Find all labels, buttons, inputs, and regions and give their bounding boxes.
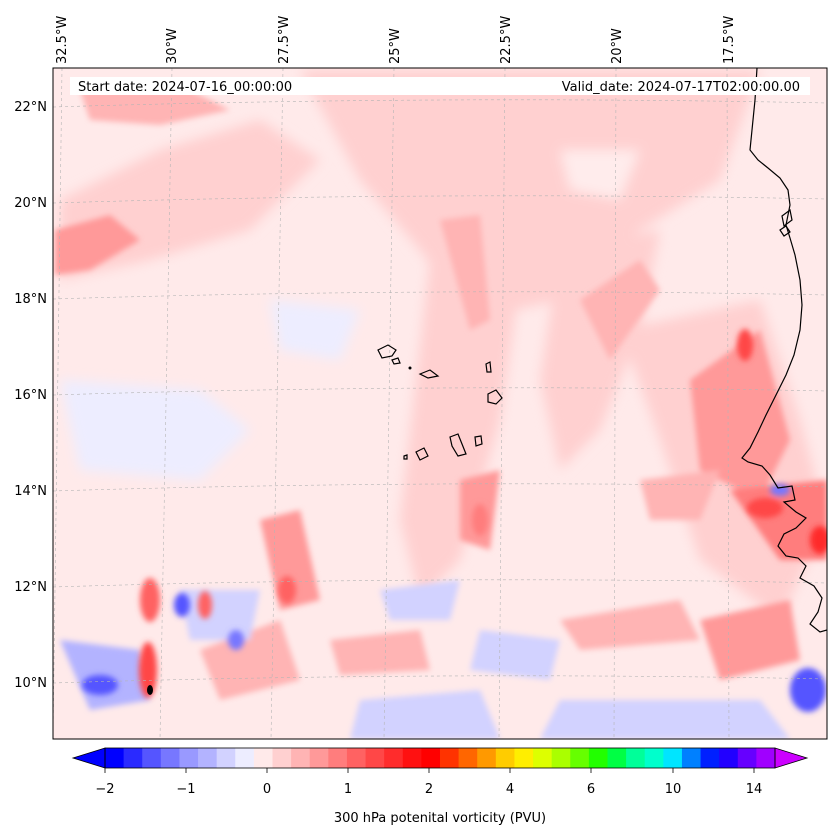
cape-verde-island	[418, 369, 440, 379]
colorbar-tick-label: 10	[665, 782, 682, 797]
colorbar-swatch	[384, 748, 404, 768]
coastlines	[377, 68, 827, 633]
canary-island	[779, 225, 791, 237]
colorbar-swatch	[291, 748, 311, 768]
lon-label-17-5w: 17.5°W	[722, 16, 737, 64]
start-date-label: Start date: 2024-07-16_00:00:00	[78, 80, 292, 95]
cape-verde-islet	[408, 366, 412, 370]
pv-field-light	[60, 70, 827, 620]
colorbar-swatch	[477, 748, 497, 768]
colorbar-swatch	[253, 748, 273, 768]
colorbar-tick-label: 2	[425, 782, 433, 797]
colorbar-swatch	[421, 748, 441, 768]
date-label-background	[70, 77, 810, 95]
canary-island	[781, 208, 793, 228]
colorbar-swatch	[533, 748, 553, 768]
colorbar-swatch	[105, 748, 125, 768]
colorbar-swatch	[570, 748, 590, 768]
colorbar-extend-low	[71, 747, 106, 769]
colorbar-swatch	[663, 748, 683, 768]
colorbar-swatch	[198, 748, 218, 768]
colorbar-swatch	[495, 748, 515, 768]
colorbar-tick-label: 6	[587, 782, 595, 797]
colorbar-extend-high	[774, 747, 809, 769]
map-plot-area: Start date: 2024-07-16_00:00:00 Valid_da…	[53, 68, 827, 739]
cape-verde-island	[377, 344, 397, 359]
colorbar-outline	[104, 747, 776, 769]
colorbar-swatch	[626, 748, 646, 768]
colorbar-swatch	[514, 748, 534, 768]
lon-label-27-5w: 27.5°W	[277, 16, 292, 64]
lat-label-16n: 16°N	[14, 388, 47, 403]
colorbar: −2 −1 0 1 2 4 6 10 14 300 hPa potenital …	[71, 747, 809, 826]
colorbar-swatch	[719, 748, 739, 768]
colorbar-swatch	[142, 748, 162, 768]
lon-label-22-5w: 22.5°W	[499, 16, 514, 64]
longitude-labels: 32.5°W 30°W 27.5°W 25°W 22.5°W 20°W 17.5…	[55, 16, 737, 64]
colorbar-tick-label: 1	[344, 782, 352, 797]
colorbar-swatch	[607, 748, 627, 768]
colorbar-label: 300 hPa potenital vorticity (PVU)	[334, 811, 546, 826]
colorbar-swatch	[216, 748, 236, 768]
colorbar-swatch	[588, 748, 608, 768]
colorbar-tick-label: −2	[95, 782, 114, 797]
cape-verde-island	[487, 389, 503, 405]
colorbar-tick-label: 4	[506, 782, 514, 797]
colorbar-swatch	[328, 748, 348, 768]
colorbar-ticks	[104, 768, 755, 773]
colorbar-swatch	[309, 748, 329, 768]
lon-label-32-5w: 32.5°W	[55, 16, 70, 64]
cape-verde-island	[403, 454, 408, 460]
colorbar-swatches	[105, 748, 776, 768]
colorbar-swatch	[179, 748, 199, 768]
map-border	[52, 67, 828, 740]
graticule	[53, 68, 827, 739]
colorbar-tick-labels: −2 −1 0 1 2 4 6 10 14	[95, 782, 762, 797]
colorbar-swatch	[235, 748, 255, 768]
colorbar-tick-label: 14	[746, 782, 763, 797]
lat-label-14n: 14°N	[14, 484, 47, 499]
cape-verde-island	[449, 433, 467, 457]
colorbar-swatch	[123, 748, 143, 768]
cape-verde-island	[391, 357, 401, 365]
lat-label-20n: 20°N	[14, 196, 47, 211]
colorbar-swatch	[272, 748, 292, 768]
latitude-labels: 22°N 20°N 18°N 16°N 14°N 12°N 10°N	[14, 100, 47, 691]
colorbar-swatch	[700, 748, 720, 768]
colorbar-tick-label: 0	[263, 782, 271, 797]
lat-label-12n: 12°N	[14, 580, 47, 595]
colorbar-swatch	[644, 748, 664, 768]
lat-label-22n: 22°N	[14, 100, 47, 115]
colorbar-swatch	[346, 748, 367, 768]
colorbar-swatch	[551, 748, 571, 768]
lat-label-18n: 18°N	[14, 292, 47, 307]
colorbar-swatch	[365, 748, 385, 768]
lon-label-30w: 30°W	[165, 28, 180, 64]
lon-label-25w: 25°W	[388, 28, 403, 64]
colorbar-swatch	[458, 748, 478, 768]
lon-label-20w: 20°W	[610, 28, 625, 64]
colorbar-swatch	[756, 748, 776, 768]
colorbar-swatch	[440, 748, 460, 768]
pv-maximum-core	[147, 685, 153, 695]
colorbar-swatch	[402, 748, 422, 768]
lat-label-10n: 10°N	[14, 676, 47, 691]
cape-verde-island	[485, 361, 492, 373]
colorbar-swatch	[737, 748, 757, 768]
colorbar-swatch	[160, 748, 180, 768]
colorbar-swatch	[681, 748, 702, 768]
africa-coastline	[741, 68, 827, 633]
cape-verde-island	[474, 435, 483, 447]
valid-date-label: Valid_date: 2024-07-17T02:00:00.00	[562, 80, 800, 95]
colorbar-tick-label: −1	[176, 782, 195, 797]
cape-verde-island	[415, 447, 429, 461]
